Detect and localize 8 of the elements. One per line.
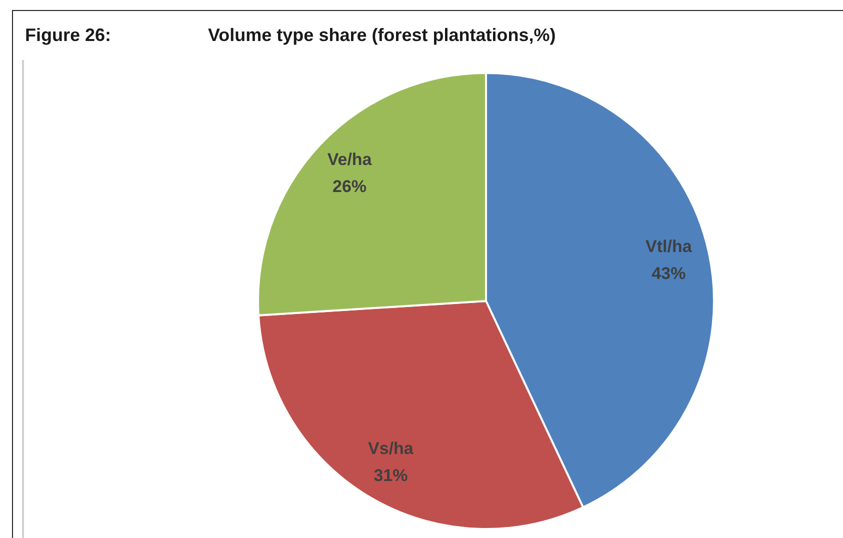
- data-label: 26%: [332, 176, 367, 196]
- data-label: 31%: [374, 466, 408, 486]
- slice-label: Vtl/ha: [646, 237, 692, 256]
- chart-subtitle: Volume type share (forest plantations,%): [208, 25, 556, 45]
- text: Figure 26:: [25, 25, 112, 45]
- data-label: 43%: [652, 264, 686, 284]
- slice-label: Ve/ha: [327, 150, 372, 169]
- slice-label: Vs/ha: [368, 439, 414, 458]
